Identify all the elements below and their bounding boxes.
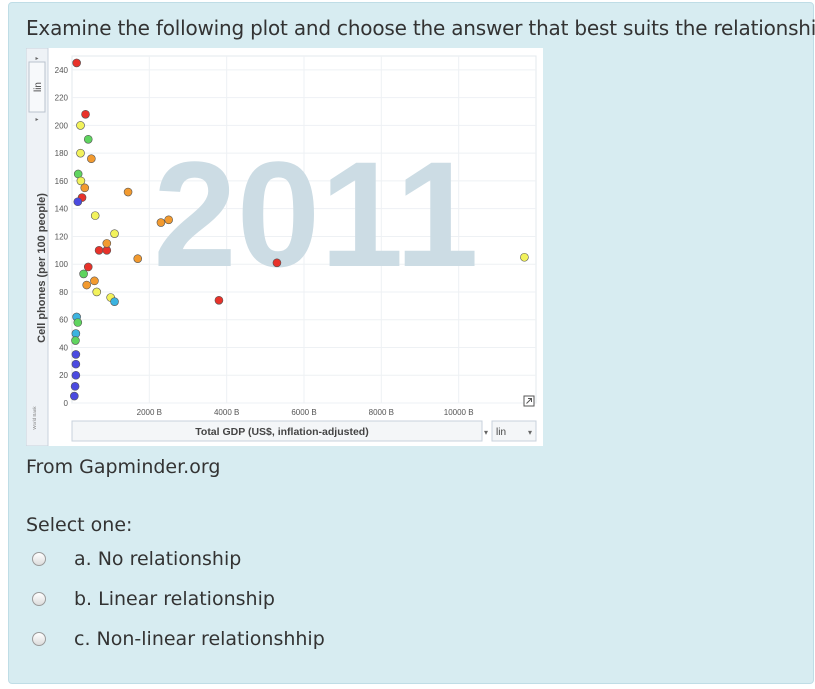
data-point[interactable]: [76, 121, 85, 130]
data-point[interactable]: [102, 239, 112, 248]
data-point[interactable]: [73, 197, 83, 207]
data-point[interactable]: [520, 252, 529, 262]
y-tick-label: 200: [55, 121, 69, 130]
y-scale-arrow-icon: ▸: [35, 56, 38, 62]
y-tick-label: 160: [55, 177, 69, 186]
x-scale-selector[interactable]: [491, 420, 537, 442]
radio-option-b[interactable]: [32, 592, 46, 606]
y-scale-selector[interactable]: [28, 61, 46, 113]
y-tick-label: 220: [55, 94, 69, 103]
y-axis-ticks: 0 20 40 60 80 100 120 140 160 180 200 220 240: [55, 66, 69, 408]
data-point[interactable]: [81, 109, 90, 119]
x-tick-label: 8000 B: [369, 408, 394, 417]
y-scale-strip: [26, 48, 49, 446]
y-scale-label: lin: [33, 82, 44, 92]
option-a-label: a. No relationship: [74, 548, 242, 570]
data-point[interactable]: [73, 318, 83, 327]
data-point[interactable]: [214, 295, 224, 305]
data-point[interactable]: [123, 187, 133, 197]
x-tick-label: 10000 B: [444, 408, 474, 417]
x-axis-ticks: 2000 B 4000 B 6000 B 8000 B 10000 B: [137, 408, 474, 417]
radio-option-a[interactable]: [32, 552, 46, 566]
data-point[interactable]: [82, 280, 91, 290]
data-source-note: World Bank: [32, 406, 37, 430]
y-tick-label: 40: [59, 343, 68, 352]
y-tick-label: 140: [55, 205, 69, 214]
data-point[interactable]: [83, 262, 93, 272]
data-point[interactable]: [272, 258, 282, 268]
y-tick-label: 20: [59, 371, 68, 380]
data-point[interactable]: [94, 246, 104, 255]
y-scale-arrow-down-icon: ▸: [35, 117, 38, 123]
y-tick-label: 180: [55, 149, 69, 158]
data-point[interactable]: [110, 297, 119, 306]
data-point[interactable]: [71, 370, 81, 380]
select-prompt: Select one:: [26, 514, 133, 536]
x-scale-arrow-icon: ▾: [528, 428, 532, 437]
year-watermark: 2011: [153, 130, 478, 298]
data-point[interactable]: [70, 391, 79, 401]
x-tick-label: 6000 B: [291, 408, 316, 417]
y-tick-label: 80: [59, 288, 68, 297]
y-axis-label: Cell phones (per 100 people): [36, 193, 48, 343]
option-b-label: b. Linear relationship: [74, 588, 275, 610]
plot-canvas: lin ▸ ▸ Cell phones (per 100 people) Wor…: [26, 48, 537, 446]
y-tick-label: 100: [55, 260, 69, 269]
data-point[interactable]: [92, 287, 102, 297]
y-tick-label: 120: [55, 232, 69, 241]
data-point[interactable]: [156, 218, 166, 227]
data-point[interactable]: [90, 276, 99, 286]
option-a[interactable]: a. No relationship: [32, 546, 241, 572]
y-tick-label: 0: [64, 399, 69, 408]
x-tick-label: 2000 B: [137, 408, 162, 417]
data-point[interactable]: [76, 176, 86, 186]
data-point[interactable]: [90, 211, 100, 220]
option-c-label: c. Non-linear relationshhip: [74, 628, 325, 650]
data-point[interactable]: [71, 336, 80, 345]
data-point[interactable]: [87, 154, 96, 164]
data-point[interactable]: [83, 134, 93, 144]
data-point[interactable]: [110, 229, 119, 238]
scatter-points: [70, 58, 529, 401]
x-scale-label: lin: [496, 427, 506, 438]
x-tick-label: 4000 B: [214, 408, 239, 417]
y-tick-label: 60: [59, 316, 68, 325]
y-tick-label: 240: [55, 66, 69, 75]
data-point[interactable]: [70, 382, 80, 391]
data-point[interactable]: [72, 58, 81, 68]
data-point[interactable]: [76, 148, 85, 158]
data-point[interactable]: [80, 183, 90, 193]
data-point[interactable]: [71, 359, 81, 369]
data-point[interactable]: [71, 350, 81, 359]
data-point[interactable]: [79, 269, 88, 279]
question-text: Examine the following plot and choose th…: [26, 16, 815, 40]
option-c[interactable]: c. Non-linear relationshhip: [32, 626, 325, 652]
x-selector-arrow-icon: ▾: [484, 428, 488, 437]
source-text: From Gapminder.org: [26, 456, 221, 478]
x-axis-label: Total GDP (US$, inflation-adjusted): [195, 426, 368, 438]
data-point[interactable]: [133, 254, 143, 263]
x-axis-selector[interactable]: [71, 420, 483, 442]
gapminder-plot: lin ▸ ▸ Cell phones (per 100 people) Wor…: [26, 48, 543, 446]
gridlines: [72, 56, 536, 404]
option-b[interactable]: b. Linear relationship: [32, 586, 275, 612]
data-point[interactable]: [164, 215, 173, 225]
radio-option-c[interactable]: [32, 632, 46, 646]
